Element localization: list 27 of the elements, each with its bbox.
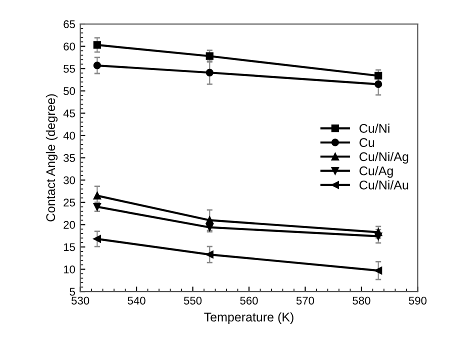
x-tick-label: 580 [352, 296, 370, 305]
y-axis-title: Contact Angle (degree) [46, 94, 58, 222]
x-tick-label: 560 [240, 296, 258, 305]
y-tick-label: 55 [64, 64, 75, 73]
legend-label: Cu/Ni [360, 124, 390, 133]
legend-label: Cu [360, 138, 374, 147]
y-tick-label: 10 [64, 266, 76, 274]
y-tick-label: 15 [64, 243, 75, 252]
legend-label: Cu/Ag [360, 166, 393, 178]
y-tick-label: 30 [64, 176, 76, 184]
y-tick-label: 35 [64, 154, 75, 162]
y-tick-label: 20 [64, 220, 76, 229]
x-tick-label: 530 [72, 296, 90, 305]
x-tick-label: 570 [296, 296, 314, 305]
y-tick-label: 50 [64, 87, 76, 96]
y-tick-label: 60 [64, 42, 76, 50]
y-tick-label: 45 [63, 110, 75, 118]
y-tick-label: 40 [63, 132, 76, 140]
y-tick-label: 65 [64, 20, 75, 28]
x-axis-title: Temperature (K) [204, 312, 294, 324]
x-tick-label: 540 [128, 296, 146, 305]
x-tick-label: 550 [184, 296, 202, 305]
y-tick-label: 5 [70, 288, 75, 296]
legend-label: Cu/Ni/Ag [360, 152, 408, 164]
legend-label: Cu/Ni/Au [360, 180, 408, 190]
x-tick-label: 590 [408, 296, 427, 305]
y-tick-label: 25 [64, 198, 75, 207]
